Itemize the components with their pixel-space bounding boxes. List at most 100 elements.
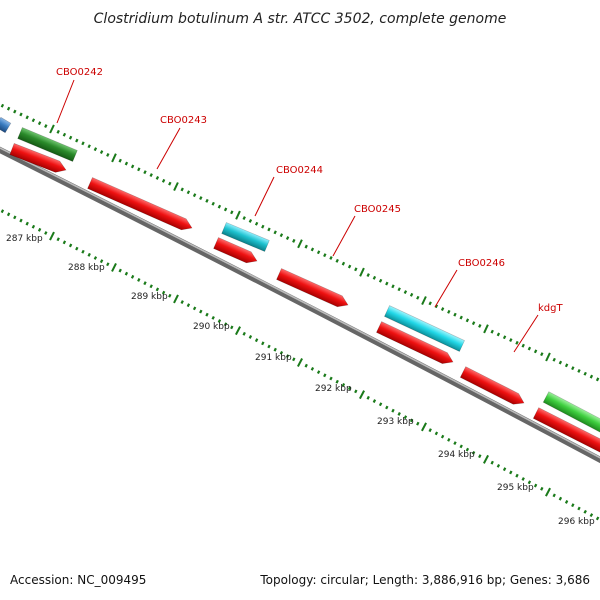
inner-minor-tick [81,249,85,254]
inner-major-tick [545,487,551,497]
inner-minor-tick [230,325,234,330]
inner-minor-tick [44,231,48,235]
inner-minor-tick [478,454,482,459]
outer-minor-tick [68,135,73,140]
inner-minor-tick [453,441,457,445]
inner-minor-tick [323,373,327,378]
outer-minor-tick [323,253,327,258]
outer-minor-tick [205,198,209,203]
outer-minor-tick [25,115,29,120]
inner-minor-tick [261,341,265,346]
inner-minor-tick [155,287,160,292]
inner-minor-tick [25,221,29,226]
outer-minor-tick [583,371,587,376]
inner-minor-tick [223,322,228,327]
leader-cbo0242 [56,79,75,124]
kbp-label-287: 287 kbp [6,234,43,244]
outer-minor-tick [521,343,525,348]
outer-major-tick [421,296,427,306]
inner-minor-tick [571,503,575,508]
inner-major-tick [235,326,241,336]
inner-minor-tick [211,316,215,320]
outer-minor-tick [496,332,501,337]
outer-major-tick [483,324,489,334]
inner-minor-tick [285,354,290,358]
outer-minor-tick [211,201,215,206]
outer-minor-tick [81,141,85,146]
inner-minor-tick [254,338,259,343]
outer-minor-tick [335,258,339,263]
outer-minor-tick [403,290,408,294]
inner-minor-tick [124,271,129,276]
inner-minor-tick [502,467,507,472]
kbp-label-296: 296 kbp [558,517,595,527]
inner-minor-tick [409,418,414,423]
gene-label-cbo0243: CBO0243 [160,115,207,126]
gene-label-cbo0242: CBO0242 [56,67,103,78]
inner-tick-ring [0,209,600,521]
outer-minor-tick [44,124,48,128]
inner-minor-tick [595,516,600,521]
outer-minor-tick [391,284,395,289]
inner-minor-tick [137,278,141,282]
inner-minor-tick [521,477,525,481]
outer-minor-tick [329,256,333,260]
feature-cyan-cbo0244 [221,222,270,252]
feature-red-cbo0242 [9,143,67,173]
inner-minor-tick [118,268,122,273]
outer-minor-tick [434,304,439,309]
outer-minor-tick [130,164,135,169]
inner-minor-tick [385,405,389,410]
feature-red-cbo0244 [213,237,258,264]
outer-minor-tick [465,318,470,323]
inner-major-tick [483,454,489,464]
inner-minor-tick [509,470,513,475]
inner-minor-tick [161,290,166,295]
kbp-label-291: 291 kbp [255,353,292,363]
inner-major-tick [359,390,365,400]
outer-minor-tick [453,312,457,317]
outer-minor-tick [285,236,290,240]
inner-major-tick [297,358,303,367]
outer-minor-tick [341,261,346,266]
inner-minor-tick [583,509,587,514]
outer-minor-tick [186,190,191,195]
outer-minor-tick [533,349,538,354]
outer-minor-tick [478,324,482,328]
outer-minor-tick [397,287,401,292]
outer-minor-tick [416,295,420,300]
inner-minor-tick [527,480,532,485]
inner-minor-tick [471,451,476,455]
inner-minor-tick [267,344,271,349]
outer-minor-tick [354,267,358,272]
gene-label-kdgt: kdgT [538,303,563,314]
outer-minor-tick [409,292,414,297]
outer-minor-tick [37,121,42,126]
outer-minor-tick [267,227,271,232]
feature-red-kdgt [459,366,525,405]
inner-minor-tick [403,415,408,420]
outer-minor-tick [595,377,600,382]
inner-minor-tick [205,312,209,317]
inner-minor-tick [434,431,439,436]
inner-minor-tick [515,473,519,478]
feature-blue-partial [0,116,12,134]
outer-major-tick [359,267,365,277]
outer-major-tick [545,352,551,362]
outer-minor-tick [87,144,91,149]
inner-minor-tick [496,464,501,468]
leader-cbo0245 [332,215,356,257]
inner-minor-tick [56,237,60,242]
outer-minor-tick [149,173,153,177]
inner-minor-tick [316,370,321,374]
outer-minor-tick [62,132,67,137]
inner-minor-tick [0,209,5,214]
outer-minor-tick [292,238,296,243]
inner-minor-tick [341,383,346,387]
outer-minor-tick [552,357,556,362]
outer-minor-tick [223,207,228,212]
feature-red-cbo0245 [276,268,349,308]
kbp-label-295: 295 kbp [497,483,534,493]
outer-minor-tick [589,374,594,379]
